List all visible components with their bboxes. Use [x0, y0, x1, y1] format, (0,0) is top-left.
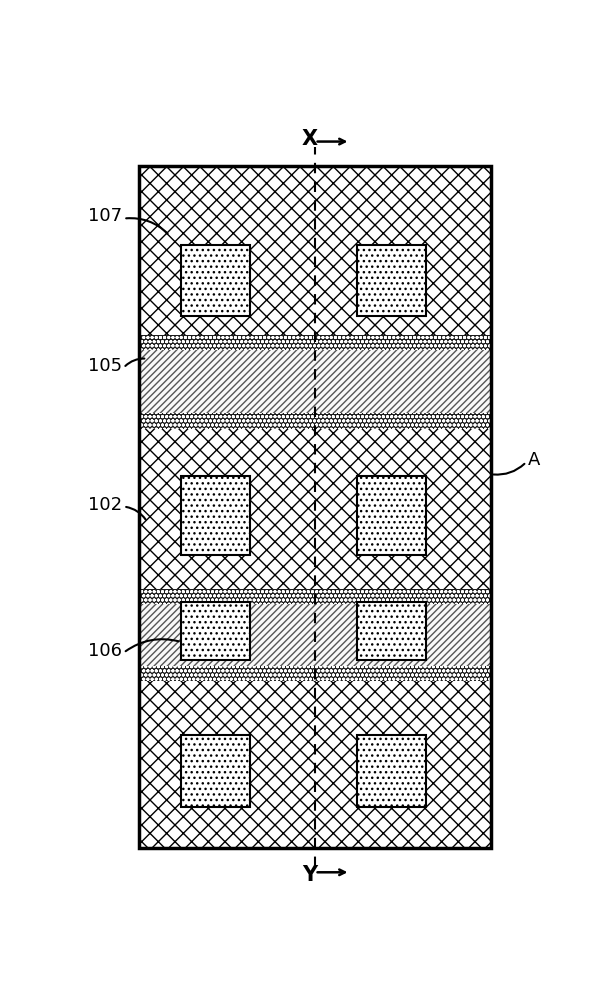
Text: Y: Y	[302, 865, 317, 885]
Bar	[139, 589, 491, 604]
Text: A: A	[527, 451, 540, 469]
Bar	[357, 245, 426, 316]
Bar	[181, 245, 249, 316]
Bar	[181, 602, 249, 660]
Bar	[139, 166, 491, 848]
Bar	[139, 166, 491, 848]
Bar	[139, 413, 491, 429]
Bar	[357, 602, 426, 660]
Bar	[357, 476, 426, 555]
Bar	[139, 413, 491, 429]
Bar	[139, 604, 491, 666]
Text: X: X	[302, 129, 318, 149]
Bar	[139, 350, 491, 413]
Text: 106: 106	[88, 642, 122, 660]
Text: 105: 105	[88, 357, 122, 375]
Bar	[357, 735, 426, 807]
Bar	[139, 335, 491, 350]
Bar	[181, 735, 249, 807]
Bar	[181, 476, 249, 555]
Text: 102: 102	[88, 496, 122, 514]
Bar	[139, 666, 491, 681]
Text: 107: 107	[88, 207, 122, 225]
Bar	[139, 589, 491, 604]
Bar	[139, 666, 491, 681]
Bar	[139, 335, 491, 350]
Bar	[139, 604, 491, 666]
Bar	[139, 350, 491, 413]
